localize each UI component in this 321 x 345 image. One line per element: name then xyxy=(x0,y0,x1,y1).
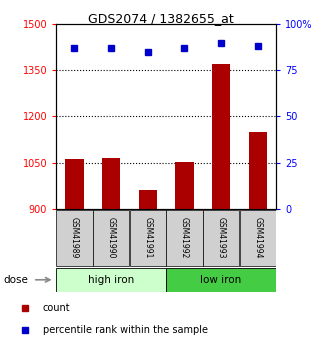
Bar xyxy=(248,132,267,209)
Text: percentile rank within the sample: percentile rank within the sample xyxy=(43,325,208,335)
Bar xyxy=(139,190,157,209)
Bar xyxy=(93,210,129,266)
Text: GSM41994: GSM41994 xyxy=(253,217,262,259)
Text: high iron: high iron xyxy=(88,275,134,285)
Bar xyxy=(56,210,93,266)
Bar xyxy=(130,210,166,266)
Bar xyxy=(203,210,239,266)
Text: GSM41992: GSM41992 xyxy=(180,217,189,259)
Bar xyxy=(65,159,84,209)
Text: GDS2074 / 1382655_at: GDS2074 / 1382655_at xyxy=(88,12,233,25)
Text: GSM41993: GSM41993 xyxy=(217,217,226,259)
Text: count: count xyxy=(43,303,70,313)
Bar xyxy=(175,162,194,209)
Text: GSM41991: GSM41991 xyxy=(143,217,152,259)
Text: GSM41990: GSM41990 xyxy=(107,217,116,259)
Bar xyxy=(166,268,276,292)
Bar xyxy=(56,268,166,292)
Text: GSM41989: GSM41989 xyxy=(70,217,79,259)
Bar xyxy=(239,210,276,266)
Bar xyxy=(166,210,203,266)
Text: low iron: low iron xyxy=(200,275,242,285)
Bar xyxy=(102,158,120,209)
Bar xyxy=(212,64,230,209)
Text: dose: dose xyxy=(3,275,28,285)
